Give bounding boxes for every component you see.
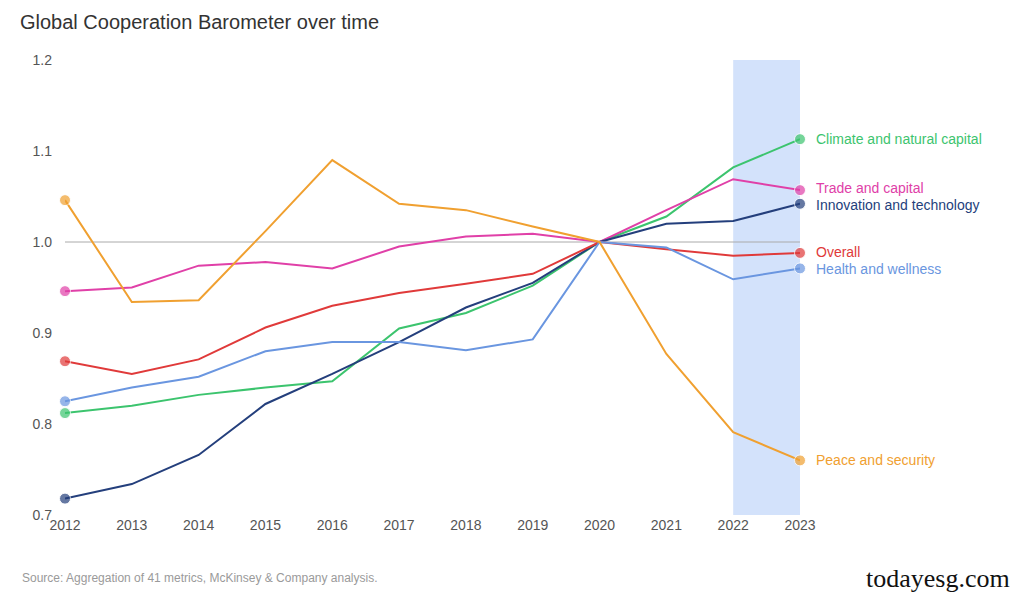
svg-text:2016: 2016 — [317, 517, 348, 533]
svg-text:2020: 2020 — [584, 517, 615, 533]
svg-text:Climate and natural capital: Climate and natural capital — [816, 131, 982, 147]
svg-text:2017: 2017 — [384, 517, 415, 533]
svg-text:todayesg.com: todayesg.com — [866, 564, 1010, 593]
svg-text:2021: 2021 — [651, 517, 682, 533]
svg-text:2012: 2012 — [49, 517, 80, 533]
svg-text:2013: 2013 — [116, 517, 147, 533]
svg-text:2023: 2023 — [784, 517, 815, 533]
svg-text:Trade and capital: Trade and capital — [816, 180, 924, 196]
svg-text:Health and wellness: Health and wellness — [816, 261, 941, 277]
svg-text:2014: 2014 — [183, 517, 214, 533]
svg-text:2015: 2015 — [250, 517, 281, 533]
svg-text:Peace and security: Peace and security — [816, 452, 935, 468]
svg-text:1.0: 1.0 — [33, 234, 53, 250]
svg-text:Global Cooperation Barometer o: Global Cooperation Barometer over time — [20, 11, 379, 33]
svg-text:0.7: 0.7 — [33, 507, 53, 523]
svg-text:2019: 2019 — [517, 517, 548, 533]
svg-text:Overall: Overall — [816, 244, 860, 260]
svg-text:2022: 2022 — [718, 517, 749, 533]
svg-text:0.8: 0.8 — [33, 416, 53, 432]
svg-text:2018: 2018 — [450, 517, 481, 533]
svg-text:1.1: 1.1 — [33, 143, 53, 159]
svg-text:Source: Aggregation of 41 metr: Source: Aggregation of 41 metrics, McKin… — [22, 571, 378, 585]
svg-text:0.9: 0.9 — [33, 325, 53, 341]
svg-text:1.2: 1.2 — [33, 52, 53, 68]
svg-text:Innovation and technology: Innovation and technology — [816, 197, 979, 213]
